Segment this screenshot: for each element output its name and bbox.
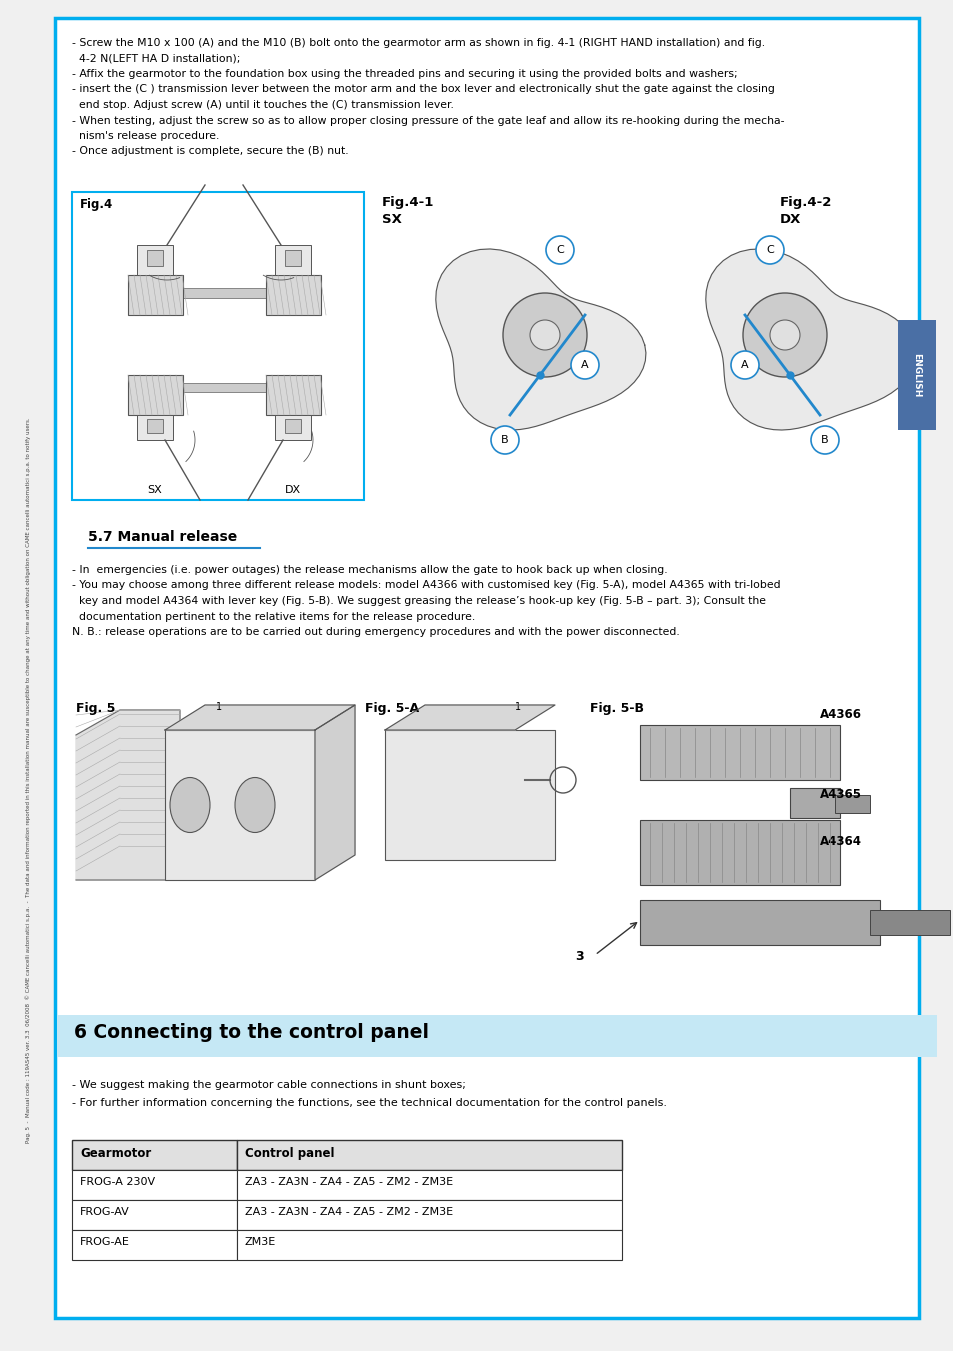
Text: - Affix the gearmotor to the foundation box using the threaded pins and securing: - Affix the gearmotor to the foundation … [71, 69, 737, 78]
Text: FROG-AE: FROG-AE [80, 1238, 130, 1247]
Text: Fig. 5-A: Fig. 5-A [365, 703, 418, 715]
Text: C: C [556, 245, 563, 255]
Text: A4365: A4365 [820, 788, 862, 801]
Text: - In  emergencies (i.e. power outages) the release mechanisms allow the gate to : - In emergencies (i.e. power outages) th… [71, 565, 667, 576]
Text: end stop. Adjust screw (A) until it touches the (C) transmission lever.: end stop. Adjust screw (A) until it touc… [71, 100, 454, 109]
Polygon shape [165, 705, 355, 730]
Bar [236, 1170, 621, 1200]
Circle shape [491, 426, 518, 454]
Text: A: A [580, 359, 588, 370]
Circle shape [530, 320, 559, 350]
Text: documentation pertinent to the relative items for the release procedure.: documentation pertinent to the relative … [71, 612, 475, 621]
Ellipse shape [234, 777, 274, 832]
Bar [71, 1229, 236, 1260]
Text: 1: 1 [515, 703, 520, 712]
Circle shape [742, 293, 826, 377]
Text: nism's release procedure.: nism's release procedure. [71, 131, 219, 141]
Bar [869, 911, 949, 935]
Polygon shape [705, 249, 915, 430]
Text: B: B [500, 435, 508, 444]
Text: SX: SX [148, 485, 162, 494]
Text: - For further information concerning the functions, see the technical documentat: - For further information concerning the… [71, 1098, 666, 1108]
Bar [165, 730, 314, 880]
Text: 5.7 Manual release: 5.7 Manual release [88, 530, 237, 544]
Text: Fig.4: Fig.4 [80, 199, 113, 211]
Text: - Once adjustment is complete, secure the (B) nut.: - Once adjustment is complete, secure th… [71, 146, 348, 157]
Text: 6 Connecting to the control panel: 6 Connecting to the control panel [74, 1023, 429, 1042]
Bar [285, 419, 301, 434]
Circle shape [502, 293, 586, 377]
Circle shape [545, 236, 574, 263]
Text: Pag. 5  -  Manual code : 119AS45 ver. 3.3  06/2008  © CAME cancelli automatici s: Pag. 5 - Manual code : 119AS45 ver. 3.3 … [25, 417, 30, 1143]
Bar [137, 245, 172, 276]
Text: Fig.4-1
SX: Fig.4-1 SX [381, 196, 434, 226]
Bar [128, 376, 183, 415]
Text: - insert the (C ) transmission lever between the motor arm and the box lever and: - insert the (C ) transmission lever bet… [71, 85, 774, 95]
Bar [236, 1229, 621, 1260]
Text: Fig.4-2
DX: Fig.4-2 DX [780, 196, 832, 226]
Text: B: B [821, 435, 828, 444]
Text: - Screw the M10 x 100 (A) and the M10 (B) bolt onto the gearmotor arm as shown i: - Screw the M10 x 100 (A) and the M10 (B… [71, 38, 764, 49]
Bar [897, 320, 935, 430]
Text: DX: DX [285, 485, 301, 494]
Ellipse shape [170, 777, 210, 832]
Circle shape [571, 351, 598, 380]
Text: A4366: A4366 [820, 708, 862, 721]
Text: N. B.: release operations are to be carried out during emergency procedures and : N. B.: release operations are to be carr… [71, 627, 679, 638]
Bar [154, 288, 293, 299]
Bar [71, 1200, 236, 1229]
Bar [266, 376, 320, 415]
Circle shape [755, 236, 783, 263]
Text: ZA3 - ZA3N - ZA4 - ZA5 - ZM2 - ZM3E: ZA3 - ZA3N - ZA4 - ZA5 - ZM2 - ZM3E [245, 1177, 453, 1188]
Bar [57, 1015, 936, 1056]
Bar [266, 276, 320, 315]
Text: key and model A4364 with lever key (Fig. 5-B). We suggest greasing the release’s: key and model A4364 with lever key (Fig.… [71, 596, 765, 607]
Bar [274, 245, 311, 276]
Text: A4364: A4364 [820, 835, 862, 848]
Text: 3: 3 [575, 950, 583, 963]
Text: 4-2 N(LEFT HA D installation);: 4-2 N(LEFT HA D installation); [71, 54, 240, 63]
Bar [274, 415, 311, 440]
Text: - You may choose among three different release models: model A4366 with customis: - You may choose among three different r… [71, 581, 780, 590]
Bar [385, 730, 555, 861]
Bar [147, 250, 163, 266]
Text: Fig. 5: Fig. 5 [76, 703, 115, 715]
Polygon shape [76, 711, 180, 880]
Bar [137, 415, 172, 440]
Polygon shape [314, 705, 355, 880]
Text: FROG-A 230V: FROG-A 230V [80, 1177, 155, 1188]
Bar [639, 820, 840, 885]
Polygon shape [385, 705, 555, 730]
Text: Fig. 5-B: Fig. 5-B [589, 703, 643, 715]
Text: - We suggest making the gearmotor cable connections in shunt boxes;: - We suggest making the gearmotor cable … [71, 1079, 465, 1090]
Text: ENGLISH: ENGLISH [911, 353, 921, 397]
Text: - When testing, adjust the screw so as to allow proper closing pressure of the g: - When testing, adjust the screw so as t… [71, 115, 783, 126]
Bar [834, 794, 869, 813]
Circle shape [730, 351, 759, 380]
Bar [789, 788, 840, 817]
Bar [154, 382, 293, 392]
Text: ZA3 - ZA3N - ZA4 - ZA5 - ZM2 - ZM3E: ZA3 - ZA3N - ZA4 - ZA5 - ZM2 - ZM3E [245, 1206, 453, 1217]
Bar [236, 1140, 621, 1170]
Bar [128, 276, 183, 315]
Text: Gearmotor: Gearmotor [80, 1147, 152, 1161]
Bar [639, 900, 879, 944]
Bar [147, 419, 163, 434]
Circle shape [810, 426, 838, 454]
Text: C: C [765, 245, 773, 255]
Bar [71, 1140, 236, 1170]
Bar [71, 1170, 236, 1200]
Text: 1: 1 [215, 703, 222, 712]
Polygon shape [436, 249, 645, 430]
Circle shape [769, 320, 800, 350]
Bar [236, 1200, 621, 1229]
Text: ZM3E: ZM3E [245, 1238, 276, 1247]
Text: A: A [740, 359, 748, 370]
Text: Control panel: Control panel [245, 1147, 335, 1161]
Bar [71, 192, 364, 500]
Bar [639, 725, 840, 780]
Bar [285, 250, 301, 266]
Text: FROG-AV: FROG-AV [80, 1206, 130, 1217]
